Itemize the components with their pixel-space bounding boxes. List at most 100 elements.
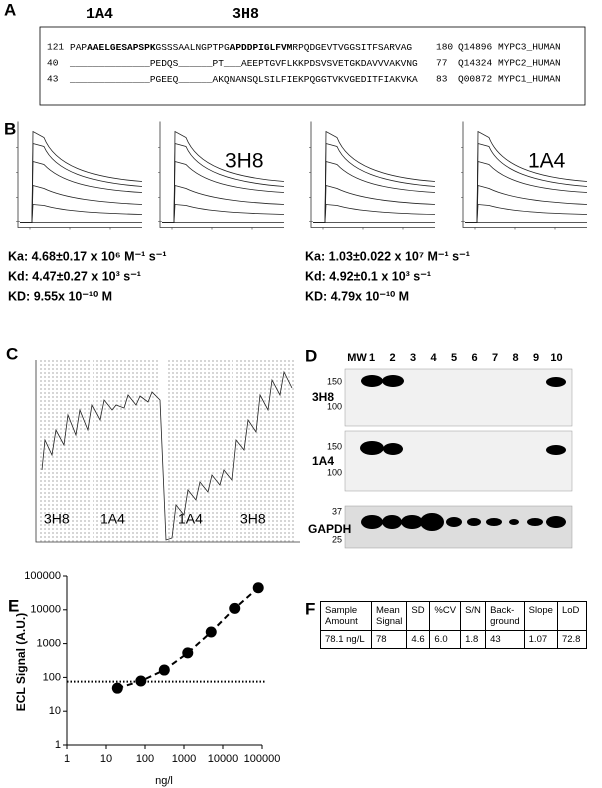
mw-label: 150 bbox=[327, 441, 342, 451]
table-cell: 1.8 bbox=[460, 630, 487, 649]
data-point bbox=[135, 675, 147, 687]
group-label: 1A4 bbox=[178, 511, 203, 527]
lane-label: 2 bbox=[389, 352, 395, 364]
sequence-part: ______________PEDQS______PT___AEEPTGVFLK… bbox=[69, 58, 418, 69]
data-point bbox=[111, 682, 123, 694]
kinetics-text: KD: 9.55x 10⁻¹⁰ M bbox=[8, 289, 112, 303]
table-cell: Back-ground bbox=[485, 601, 525, 631]
sensorgram-c bbox=[35, 360, 300, 543]
plot-label: 1A4 bbox=[528, 150, 566, 173]
lane-label: 3 bbox=[410, 352, 416, 364]
kinetics-text: Kd: 4.47±0.27 x 10³ s⁻¹ bbox=[8, 269, 141, 283]
seq-end: 180 bbox=[436, 42, 453, 53]
y-axis-label: ECL Signal (A.U.) bbox=[14, 613, 28, 711]
lane-label: 10 bbox=[550, 352, 562, 364]
group-label: 1A4 bbox=[100, 511, 125, 527]
mw-label: 37 bbox=[332, 506, 342, 516]
table-cell: %CV bbox=[429, 601, 462, 631]
data-point bbox=[182, 647, 194, 659]
blot-label: 1A4 bbox=[312, 454, 334, 468]
sequence-part: RPQDGEVTVGGSITFSARVAG bbox=[292, 42, 412, 53]
sequence-part: ______________PGEEQ______AKQNANSQLSILFIE… bbox=[69, 74, 418, 85]
kinetics-text: Ka: 1.03±0.022 x 10⁷ M⁻¹ s⁻¹ bbox=[305, 249, 470, 263]
y-tick-label: 100000 bbox=[24, 570, 61, 582]
lane-label: 4 bbox=[430, 352, 437, 364]
y-tick-label: 1000 bbox=[37, 638, 61, 650]
blot-label: GAPDH bbox=[308, 522, 351, 536]
table-cell: 6.0 bbox=[429, 630, 462, 649]
blot bbox=[344, 430, 573, 492]
accession: Q00872 bbox=[458, 74, 493, 85]
sensorgram bbox=[15, 121, 143, 230]
table-cell: Mean Signal bbox=[370, 601, 408, 631]
sequence-part: APDDPIGLFVM bbox=[230, 42, 293, 53]
panel-label: F bbox=[305, 599, 315, 618]
y-tick-label: 100 bbox=[43, 671, 61, 683]
data-point bbox=[205, 626, 217, 638]
x-axis-label: ng/l bbox=[155, 775, 173, 787]
x-tick-label: 1000 bbox=[172, 753, 196, 765]
panel-label: D bbox=[305, 346, 317, 365]
group-label: 3H8 bbox=[44, 511, 70, 527]
seq-start: 121 bbox=[47, 42, 64, 53]
blot-label: 3H8 bbox=[312, 390, 334, 404]
lane-label: 6 bbox=[471, 352, 477, 364]
accession: Q14896 bbox=[458, 42, 493, 53]
sensorgram bbox=[460, 121, 588, 230]
sequence: PAPAAELGESAPSPKGSSSAALNGPTPGAPDDPIGLFVMR… bbox=[70, 42, 412, 53]
x-tick-label: 100000 bbox=[244, 753, 281, 765]
sensorgram bbox=[308, 121, 436, 230]
fit-line bbox=[117, 586, 259, 690]
axes bbox=[66, 576, 262, 746]
data-point bbox=[158, 664, 170, 676]
x-tick-label: 10000 bbox=[208, 753, 239, 765]
summary-table: Sample Amount Mean Signal SD %CV S/N Back-gro… bbox=[320, 601, 587, 649]
table-cell: 1.07 bbox=[523, 630, 558, 649]
table-cell: 72.8 bbox=[556, 630, 587, 649]
alignment: 121 PAPAAELGESAPSPKGSSSAALNGPTPGAPDDPIGLF… bbox=[47, 42, 561, 85]
mw-label: 100 bbox=[327, 401, 342, 411]
sequence-part: AAELGESAPSPK bbox=[87, 42, 156, 53]
table-row: 78.1 ng/L 78 4.6 6.0 1.8 43 1.07 72.8 bbox=[320, 630, 587, 649]
seq-end: 83 bbox=[436, 74, 448, 85]
plot-label: 3H8 bbox=[225, 150, 264, 173]
lane-label: MW bbox=[347, 352, 367, 364]
panel-label: E bbox=[8, 596, 19, 615]
table-cell: LoD bbox=[556, 601, 587, 631]
panel-label: C bbox=[6, 344, 18, 363]
lane-labels: MW 1 2 3 4 5 6 7 8 9 10 bbox=[347, 352, 562, 364]
lane-label: 9 bbox=[533, 352, 539, 364]
table-cell: 4.6 bbox=[406, 630, 431, 649]
mw-label: 100 bbox=[327, 467, 342, 477]
seq-start: 43 bbox=[47, 74, 59, 85]
group-label: 3H8 bbox=[240, 511, 266, 527]
accession: Q14324 bbox=[458, 58, 493, 69]
sequence-part: PAP bbox=[70, 42, 87, 53]
lane-label: 7 bbox=[492, 352, 498, 364]
epitope-label: 3H8 bbox=[232, 6, 259, 23]
table-cell: S/N bbox=[460, 601, 487, 631]
table-cell: 43 bbox=[485, 630, 525, 649]
sequence-part: GSSSAALNGPTPG bbox=[156, 42, 230, 53]
bands bbox=[360, 375, 566, 531]
chart: ng/l ECL Signal (A.U.) 1 10 100 1000 10000 10… bbox=[14, 570, 280, 787]
x-tick-label: 1 bbox=[64, 753, 70, 765]
y-tick-label: 10 bbox=[49, 705, 61, 717]
table-cell: 78 bbox=[370, 630, 408, 649]
lane-label: 1 bbox=[369, 352, 375, 364]
table-cell: SD bbox=[406, 601, 431, 631]
mw-label: 25 bbox=[332, 534, 342, 544]
seq-start: 40 bbox=[47, 58, 59, 69]
blot bbox=[344, 368, 573, 427]
kinetics-text: Ka: 4.68±0.17 x 10⁶ M⁻¹ s⁻¹ bbox=[8, 249, 167, 263]
epitope-label: 1A4 bbox=[86, 6, 113, 23]
x-tick-label: 100 bbox=[136, 753, 154, 765]
table-cell: 78.1 ng/L bbox=[320, 630, 372, 649]
table-row: Sample Amount Mean Signal SD %CV S/N Back-gro… bbox=[320, 601, 587, 631]
panel-label: B bbox=[4, 119, 16, 138]
sequence: ______________PGEEQ______AKQNANSQLSILFIE… bbox=[69, 74, 418, 85]
y-tick-label: 1 bbox=[55, 739, 61, 751]
sensorgram bbox=[157, 121, 285, 230]
